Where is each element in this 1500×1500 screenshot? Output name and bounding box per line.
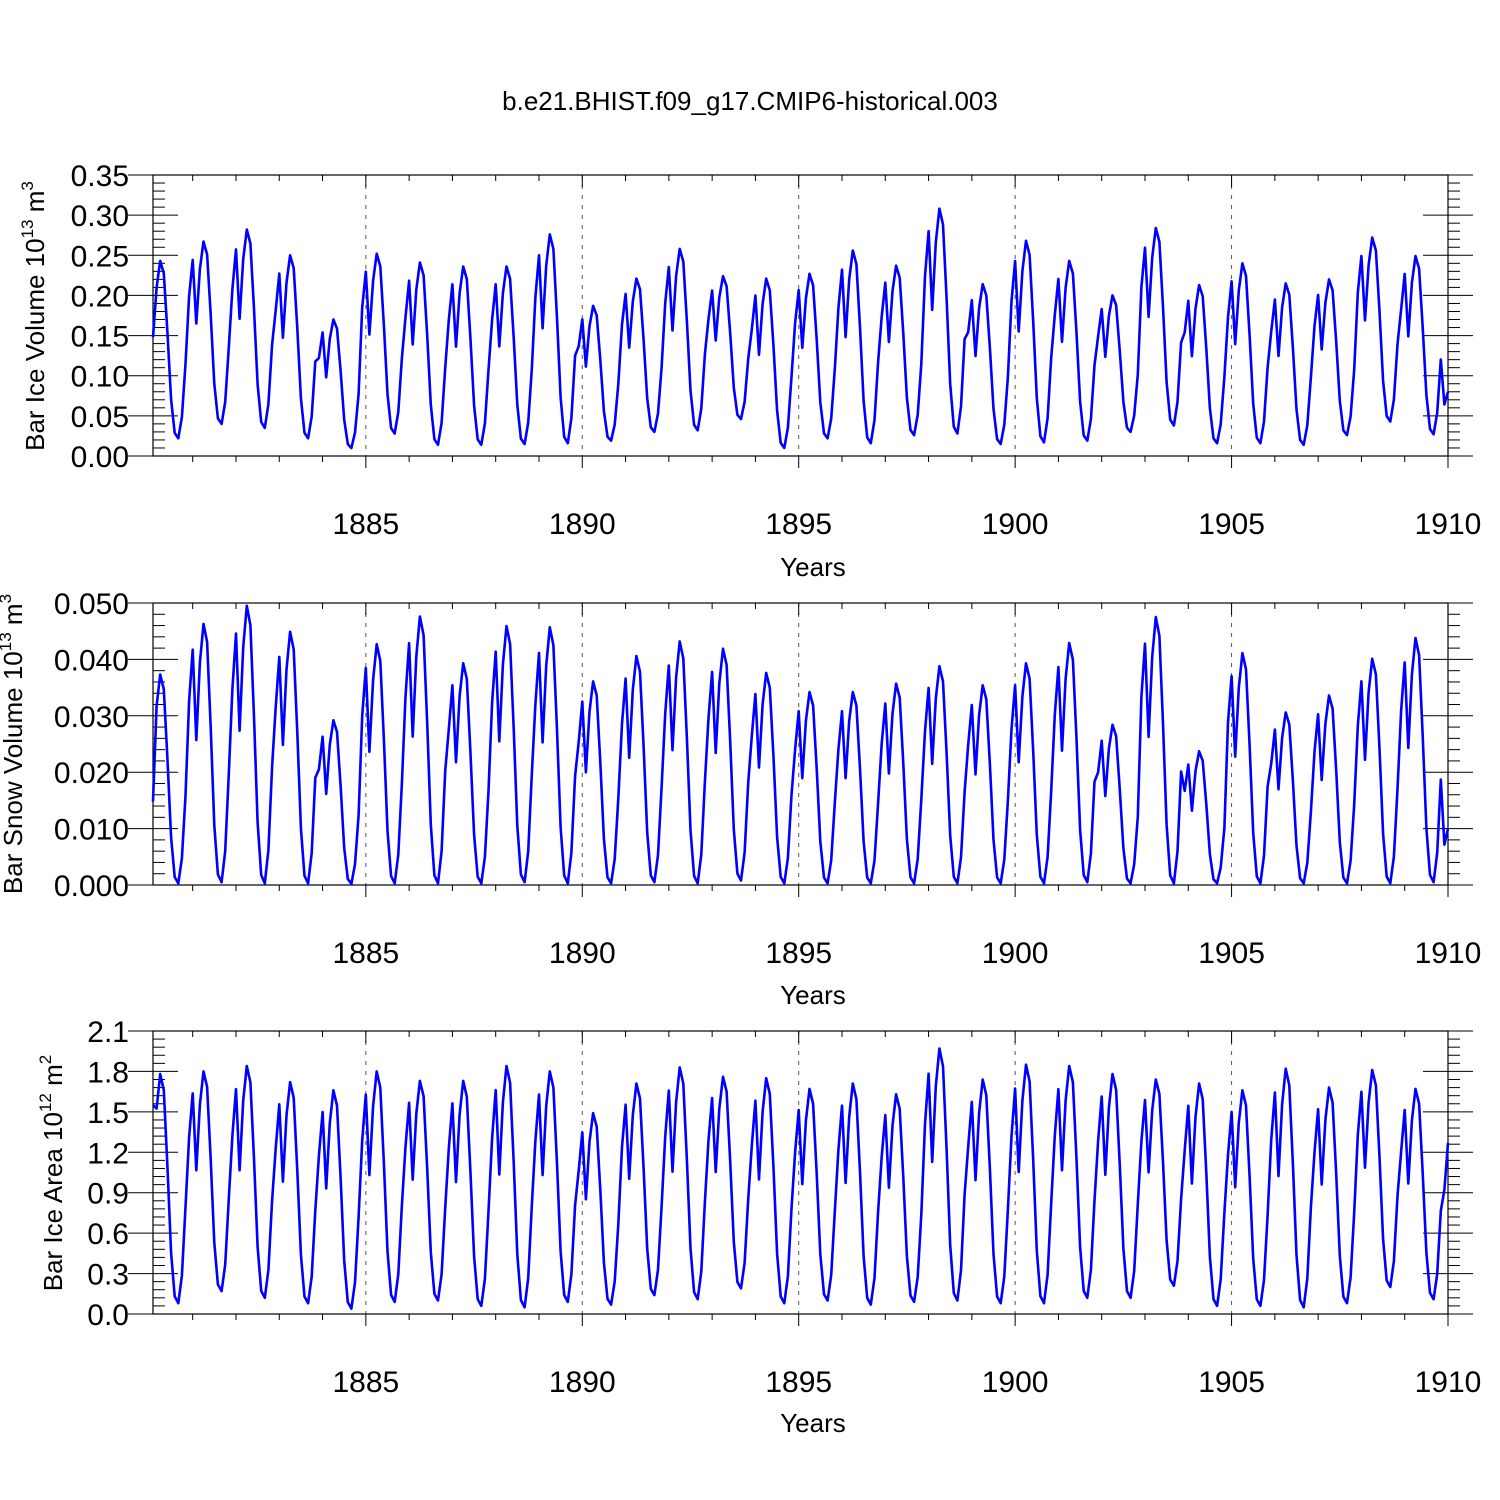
svg-text:Bar Snow Volume 1013: Bar Snow Volume 1013 m3 [0, 594, 28, 894]
unit-mantissa: 10 [20, 238, 50, 267]
x-tick-label: 1895 [765, 508, 832, 541]
y-tick-label: 0.30 [71, 200, 129, 233]
ylabel-name: Bar Ice Volume [20, 275, 50, 451]
x-tick-label: 1910 [1415, 1366, 1482, 1399]
panel-snow-volume: Bar Snow Volume 1013 m3 Years 1885 1890 18… [0, 588, 1481, 1010]
svg-text:Bar Ice Area 1012 m2: Bar Ice Area 1012 m2 [36, 1055, 68, 1292]
x-tick-label: 1900 [982, 1366, 1049, 1399]
y-tick-label: 1.8 [87, 1056, 129, 1089]
chart-title: b.e21.BHIST.f09_g17.CMIP6-historical.003 [502, 86, 998, 116]
x-tick-label: 1885 [332, 508, 399, 541]
y-tick-label: 2.1 [87, 1016, 129, 1049]
series-line [152, 1047, 1450, 1310]
x-tick-label: 1900 [982, 937, 1049, 970]
y-tick-label: 0.00 [71, 441, 129, 474]
x-axis-label: Years [780, 1408, 846, 1438]
panel-ice-area: Bar Ice Area 1012 m2 Years 1885 1890 1895 1… [36, 1016, 1481, 1438]
unit-base: m [38, 1064, 68, 1086]
unit-base-exponent: 3 [18, 181, 37, 190]
x-tick-label: 1885 [332, 1366, 399, 1399]
x-axis-label: Years [780, 980, 846, 1010]
x-tick-label: 1890 [549, 508, 616, 541]
y-tick-label: 0.10 [71, 361, 129, 394]
unit-base: m [20, 191, 50, 213]
y-tick-label: 0.05 [71, 401, 129, 434]
panel-ice-volume: Bar Ice Volume 1013 m3 Years 1885 1890 189… [18, 160, 1481, 582]
series-line [151, 604, 1450, 886]
plot-frame [152, 602, 1449, 886]
x-tick-label: 1890 [549, 937, 616, 970]
y-tick-label: 0.000 [54, 870, 129, 903]
x-axis-label: Years [780, 552, 846, 582]
unit-exponent: 13 [0, 632, 15, 651]
ylabel-name: Bar Ice Area [38, 1148, 68, 1292]
ylabel-ice-volume: Bar Ice Volume 1013 m3 [18, 181, 50, 451]
plot-frame [152, 1030, 1449, 1315]
unit-base: m [0, 603, 28, 625]
plot-frame [152, 174, 1449, 457]
y-tick-label: 0.050 [54, 588, 129, 621]
y-tick-label: 0.6 [87, 1218, 129, 1251]
x-tick-label: 1900 [982, 508, 1049, 541]
x-tick-label: 1910 [1415, 937, 1482, 970]
y-tick-label: 0.040 [54, 644, 129, 677]
unit-base-exponent: 2 [36, 1055, 55, 1064]
svg-text:Bar Ice Volume 1013 m: Bar Ice Volume 1013 m3 [18, 181, 50, 451]
y-tick-label: 1.5 [87, 1097, 129, 1130]
series-line [151, 207, 1450, 450]
y-tick-label: 0.010 [54, 814, 129, 847]
y-tick-label: 0.20 [71, 280, 129, 313]
x-tick-label: 1905 [1198, 1366, 1265, 1399]
ylabel-snow-volume: Bar Snow Volume 1013 m3 [0, 594, 28, 894]
x-tick-label: 1905 [1198, 937, 1265, 970]
y-tick-label: 0.030 [54, 701, 129, 734]
ylabel-name: Bar Snow Volume [0, 687, 28, 894]
unit-base-exponent: 3 [0, 594, 15, 603]
x-tick-label: 1905 [1198, 508, 1265, 541]
x-tick-label: 1910 [1415, 508, 1482, 541]
unit-mantissa: 10 [38, 1112, 68, 1141]
y-tick-label: 0.25 [71, 240, 129, 273]
x-tick-label: 1890 [549, 1366, 616, 1399]
x-tick-label: 1895 [765, 937, 832, 970]
x-tick-label: 1885 [332, 937, 399, 970]
y-tick-label: 0.15 [71, 321, 129, 354]
unit-exponent: 13 [18, 219, 37, 238]
y-tick-label: 1.2 [87, 1137, 129, 1170]
unit-mantissa: 10 [0, 651, 28, 680]
y-tick-label: 0.0 [87, 1299, 129, 1332]
y-tick-label: 0.020 [54, 757, 129, 790]
y-tick-label: 0.35 [71, 160, 129, 193]
unit-exponent: 12 [36, 1093, 55, 1112]
y-tick-label: 0.9 [87, 1178, 129, 1211]
ylabel-ice-area: Bar Ice Area 1012 m2 [36, 1055, 68, 1292]
x-tick-label: 1895 [765, 1366, 832, 1399]
y-tick-label: 0.3 [87, 1259, 129, 1292]
